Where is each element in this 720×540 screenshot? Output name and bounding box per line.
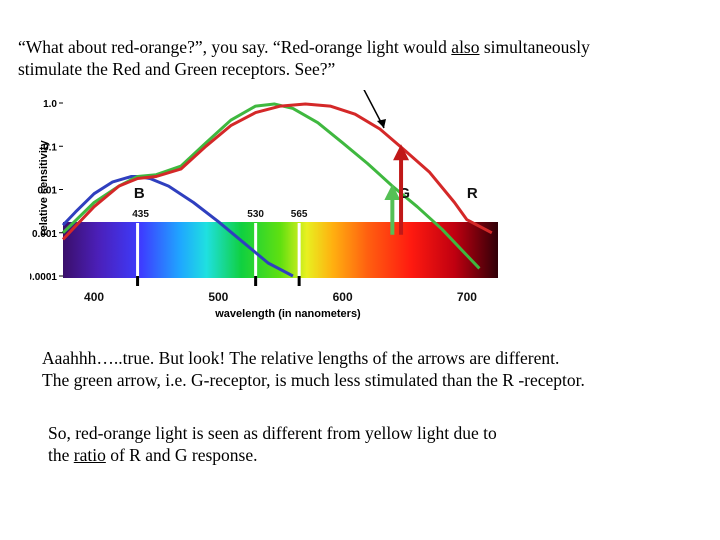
intro-line-1: “What about red-orange?”, you say. “Red-… — [18, 36, 590, 58]
emphasis-also: also — [451, 37, 480, 57]
x-tick-label: 600 — [333, 290, 353, 304]
curve-label-R: R — [467, 185, 478, 202]
intro-paragraph: “What about red-orange?”, you say. “Red-… — [18, 36, 590, 80]
explanation-line-2: The green arrow, i.e. G-receptor, is muc… — [42, 370, 585, 390]
y-tick-label: 0.01 — [38, 186, 58, 197]
x-axis-label: wavelength (in nanometers) — [214, 308, 361, 320]
x-tick-label: 400 — [84, 290, 104, 304]
peak-label-565: 565 — [291, 209, 308, 220]
intro-line-2: stimulate the Red and Green receptors. S… — [18, 59, 336, 79]
curve-label-B: B — [134, 185, 145, 202]
curve-G — [61, 102, 481, 270]
emphasis-ratio: ratio — [73, 445, 106, 465]
explanation-line-1: Aaahhh…..true. But look! The relative le… — [42, 348, 560, 368]
conclusion-line-1: So, red-orange light is seen as differen… — [48, 423, 497, 443]
y-tick-label: 0.0001 — [30, 272, 57, 283]
y-tick-label: 0.1 — [43, 142, 57, 153]
x-tick-label: 500 — [208, 290, 228, 304]
x-tick-label: 700 — [457, 290, 477, 304]
pointer-arrowhead — [377, 119, 386, 128]
peak-label-435: 435 — [132, 209, 149, 220]
peak-label-530: 530 — [247, 209, 264, 220]
conclusion-text-part: the — [48, 445, 74, 465]
explanation-paragraph: Aaahhh…..true. But look! The relative le… — [42, 347, 585, 391]
curve-R — [61, 102, 493, 241]
intro-text-part: simultaneously — [479, 37, 590, 57]
curve-label-G: G — [398, 185, 410, 202]
conclusion-paragraph: So, red-orange light is seen as differen… — [48, 422, 497, 466]
conclusion-text-part: of R and G response. — [105, 445, 258, 465]
cone-sensitivity-chart: relative sensitivity 435 530 565 B G R 1.0 0.… — [30, 90, 498, 320]
y-tick-label: 1.0 — [43, 99, 57, 110]
y-tick-label: 0.001 — [32, 229, 57, 240]
conclusion-line-2: the ratio of R and G response. — [48, 444, 497, 466]
intro-text-part: “What about red-orange?”, you say. “Red-… — [18, 37, 452, 57]
y-axis-label: relative sensitivity — [38, 139, 50, 235]
